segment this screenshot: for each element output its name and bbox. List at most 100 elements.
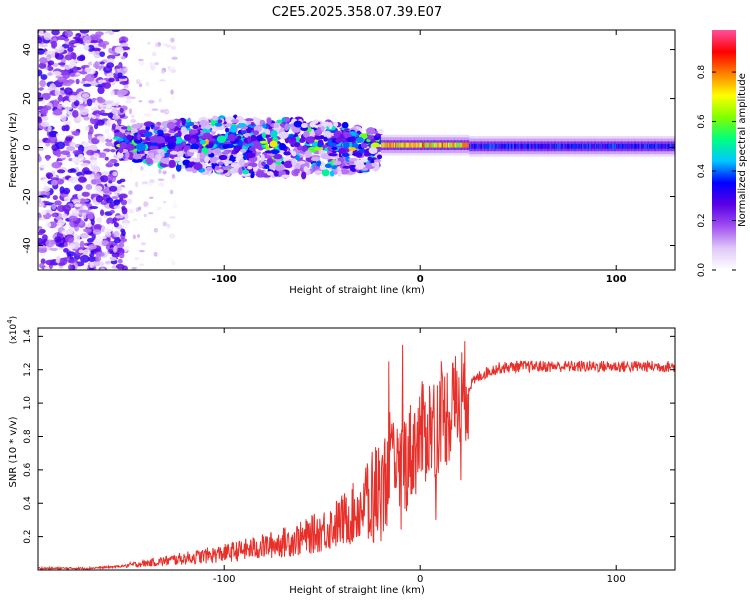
spectrogram-cell <box>259 140 269 144</box>
spectrogram-cell <box>469 143 471 149</box>
spectrogram-cell <box>116 180 122 184</box>
spectrogram-cell <box>130 118 137 123</box>
spectrogram-cell <box>314 170 323 174</box>
spectrogram-cell <box>59 186 65 194</box>
spectrogram-cell <box>304 137 312 142</box>
spectrogram-cell <box>644 143 646 149</box>
spectrogram-cell <box>310 157 321 162</box>
spectrogram-cell <box>127 126 132 131</box>
spectrogram-cell <box>335 137 343 144</box>
spectrogram-cell <box>240 148 247 153</box>
spectrogram-cell <box>590 143 592 149</box>
spectrogram-cell <box>73 209 80 214</box>
spectrogram-cell <box>663 143 665 149</box>
spectrogram-cell <box>109 209 115 214</box>
spectrogram-cell <box>57 104 63 110</box>
spectrogram-cell <box>230 125 237 133</box>
spectrogram-cell <box>498 143 500 149</box>
spectrogram-cell <box>392 142 395 148</box>
spectrogram-cell <box>111 123 117 131</box>
spectrogram-cell <box>102 43 107 49</box>
spectrogram-cell <box>103 100 114 105</box>
spectrogram-cell <box>178 144 183 149</box>
spectrogram-cell <box>158 144 166 148</box>
spectrogram-cell <box>134 256 140 261</box>
spectrogram-cell <box>253 130 260 136</box>
spectrogram-cell <box>560 143 563 149</box>
spectrogram-cell <box>425 142 428 148</box>
snr-ticks: -100 0 100 0.2 0.4 0.6 0.8 1.0 1.2 1.4 <box>23 328 675 585</box>
spectrogram-cell <box>145 81 150 87</box>
spectrogram-cell <box>580 143 583 149</box>
spectrogram-cell <box>440 142 443 148</box>
spectrogram-cell <box>596 143 598 149</box>
spectrogram-cell <box>382 142 384 148</box>
spectrogram-cell <box>38 201 45 208</box>
spectrogram-cell <box>124 131 131 135</box>
spectrogram-cell <box>79 254 90 263</box>
spectrogram-cell <box>95 251 105 257</box>
spectrogram-cell <box>128 108 133 115</box>
spectrogram-cell <box>314 135 321 140</box>
spectrogram-cell <box>475 143 477 149</box>
spectrogram-cell <box>238 123 247 128</box>
spectrogram-cell <box>266 157 274 166</box>
spectrogram-cell <box>71 130 80 136</box>
spectrogram-cell <box>192 124 199 130</box>
spectrogram-cell <box>284 123 289 131</box>
spectrogram-cell <box>88 267 95 270</box>
spectrogram-cell <box>624 143 626 149</box>
spectrogram-cell <box>270 129 278 138</box>
spectrogram-cell <box>51 179 58 186</box>
spectrogram-cell <box>38 111 42 117</box>
spectrogram-cell <box>61 213 68 219</box>
spectrogram-cell <box>513 143 516 149</box>
spectrogram-cell <box>189 129 199 134</box>
spectrogram-cell <box>101 82 107 87</box>
spectrogram-cell <box>269 140 278 148</box>
spectrogram-cell <box>397 142 399 148</box>
spectrogram-cell <box>71 156 81 164</box>
spectrogram-cell <box>202 128 211 133</box>
spectrogram-cell <box>97 98 106 104</box>
spectrogram-cell <box>607 143 610 149</box>
spectrogram-cell <box>92 62 100 69</box>
spectrogram-cell <box>89 40 99 44</box>
spectrogram-cell <box>113 199 121 206</box>
spectrogram-cell <box>381 142 383 148</box>
spectrogram-cell <box>107 160 114 165</box>
spectrogram-cell <box>115 263 125 270</box>
spectrogram-cell <box>75 78 80 85</box>
spectrogram-cell <box>424 142 426 148</box>
spectrogram-cell <box>293 120 303 128</box>
spectrogram-cell <box>625 143 627 149</box>
spectrogram-cell <box>630 143 632 149</box>
snr-scale-factor: (x104) <box>6 316 19 344</box>
spectrogram-cell <box>525 143 528 149</box>
spectrogram-cell <box>85 184 93 191</box>
spectrogram-cell <box>166 44 171 48</box>
spectrogram-cell <box>511 143 513 149</box>
spectrogram-cell <box>495 143 497 149</box>
spectrogram-cell <box>274 164 285 172</box>
spectrogram-cell <box>69 243 76 250</box>
spectrogram-cell <box>39 79 46 88</box>
svg-text:(x104): (x104) <box>6 316 19 344</box>
spectrogram-cell <box>207 134 214 142</box>
spectrogram-cell <box>504 143 506 149</box>
spectrogram-cell <box>234 145 240 154</box>
spectrogram-cell <box>586 143 589 149</box>
spectrogram-cell <box>638 143 640 149</box>
spectrogram-cell <box>106 217 115 225</box>
spectrogram-cell <box>40 190 51 196</box>
spectrogram-cell <box>118 240 125 248</box>
spectrogram-cell <box>556 143 558 149</box>
spectrogram-cell <box>557 143 559 149</box>
spectrogram-cell <box>76 55 86 62</box>
spectrogram-cell <box>62 82 72 87</box>
spectrogram-cell <box>105 231 112 238</box>
spectrogram-cell <box>316 159 322 167</box>
spectrogram-cell <box>81 93 90 98</box>
spectrogram-cell <box>439 142 442 148</box>
spectrogram-cell <box>496 143 498 149</box>
